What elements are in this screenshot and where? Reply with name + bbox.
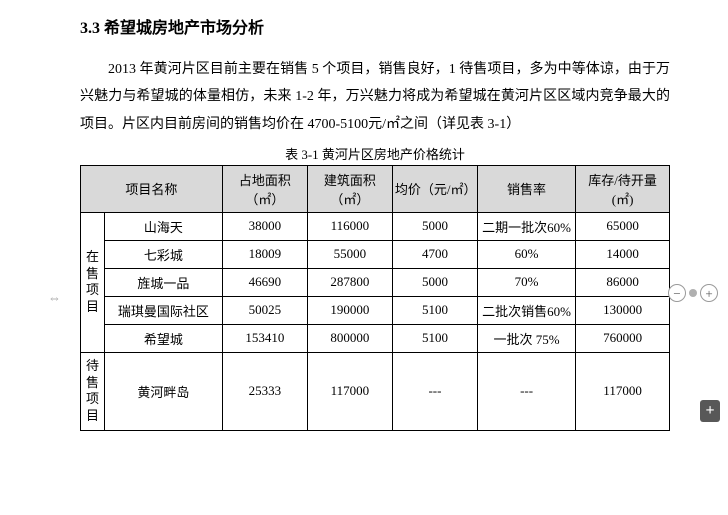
col-price: 均价（元/㎡） xyxy=(392,165,477,212)
cell: 130000 xyxy=(576,296,670,324)
section-heading: 3.3 希望城房地产市场分析 xyxy=(80,14,670,38)
cell: 二期一批次60% xyxy=(477,212,575,240)
col-build: 建筑面积（㎡） xyxy=(307,165,392,212)
cell: 二批次销售60% xyxy=(477,296,575,324)
group-label-onsale: 在售项目 xyxy=(81,212,105,352)
cell: 190000 xyxy=(307,296,392,324)
col-land: 占地面积（㎡） xyxy=(222,165,307,212)
table-row: 瑞琪曼国际社区 50025 190000 5100 二批次销售60% 13000… xyxy=(81,296,670,324)
cell: 25333 xyxy=(222,352,307,430)
cell: 一批次 75% xyxy=(477,324,575,352)
cell: 70% xyxy=(477,268,575,296)
cell: 117000 xyxy=(576,352,670,430)
table-caption: 表 3-1 黄河片区房地产价格统计 xyxy=(80,144,670,163)
col-stock: 库存/待开量(㎡) xyxy=(576,165,670,212)
cell: 5100 xyxy=(392,324,477,352)
zoom-in-button[interactable]: + xyxy=(700,284,718,302)
table-row: 七彩城 18009 55000 4700 60% 14000 xyxy=(81,240,670,268)
cell: 14000 xyxy=(576,240,670,268)
cell: 希望城 xyxy=(104,324,222,352)
cell: 山海天 xyxy=(104,212,222,240)
zoom-dot-icon xyxy=(689,289,697,297)
cell: 旌城一品 xyxy=(104,268,222,296)
table-row: 在售项目 山海天 38000 116000 5000 二期一批次60% 6500… xyxy=(81,212,670,240)
body-paragraph: 2013 年黄河片区目前主要在销售 5 个项目，销售良好，1 待售项目，多为中等… xyxy=(80,56,670,138)
cell: 4700 xyxy=(392,240,477,268)
cell: 60% xyxy=(477,240,575,268)
cell: 55000 xyxy=(307,240,392,268)
cell: 46690 xyxy=(222,268,307,296)
group-label-pending: 待售项目 xyxy=(81,352,105,430)
cell: 153410 xyxy=(222,324,307,352)
zoom-out-button[interactable]: − xyxy=(668,284,686,302)
cell: 65000 xyxy=(576,212,670,240)
cell: 七彩城 xyxy=(104,240,222,268)
table-header-row: 项目名称 占地面积（㎡） 建筑面积（㎡） 均价（元/㎡） 销售率 库存/待开量(… xyxy=(81,165,670,212)
cell: 760000 xyxy=(576,324,670,352)
cell: 86000 xyxy=(576,268,670,296)
table-row: 待售项目 黄河畔岛 25333 117000 --- --- 117000 xyxy=(81,352,670,430)
cell: 5100 xyxy=(392,296,477,324)
cell: 5000 xyxy=(392,212,477,240)
cell: 287800 xyxy=(307,268,392,296)
cell: 18009 xyxy=(222,240,307,268)
table-row: 希望城 153410 800000 5100 一批次 75% 760000 xyxy=(81,324,670,352)
cell: 50025 xyxy=(222,296,307,324)
cell: 800000 xyxy=(307,324,392,352)
price-table: 项目名称 占地面积（㎡） 建筑面积（㎡） 均价（元/㎡） 销售率 库存/待开量(… xyxy=(80,165,670,431)
cell: --- xyxy=(392,352,477,430)
add-column-button[interactable]: + xyxy=(700,400,720,422)
table-zoom-tools: − + xyxy=(668,284,718,302)
cell: 117000 xyxy=(307,352,392,430)
cell: --- xyxy=(477,352,575,430)
col-name: 项目名称 xyxy=(81,165,223,212)
cell: 黄河畔岛 xyxy=(104,352,222,430)
table-row: 旌城一品 46690 287800 5000 70% 86000 xyxy=(81,268,670,296)
table-anchor-icon[interactable]: ⇔ xyxy=(48,290,61,306)
col-rate: 销售率 xyxy=(477,165,575,212)
cell: 116000 xyxy=(307,212,392,240)
cell: 38000 xyxy=(222,212,307,240)
cell: 瑞琪曼国际社区 xyxy=(104,296,222,324)
cell: 5000 xyxy=(392,268,477,296)
